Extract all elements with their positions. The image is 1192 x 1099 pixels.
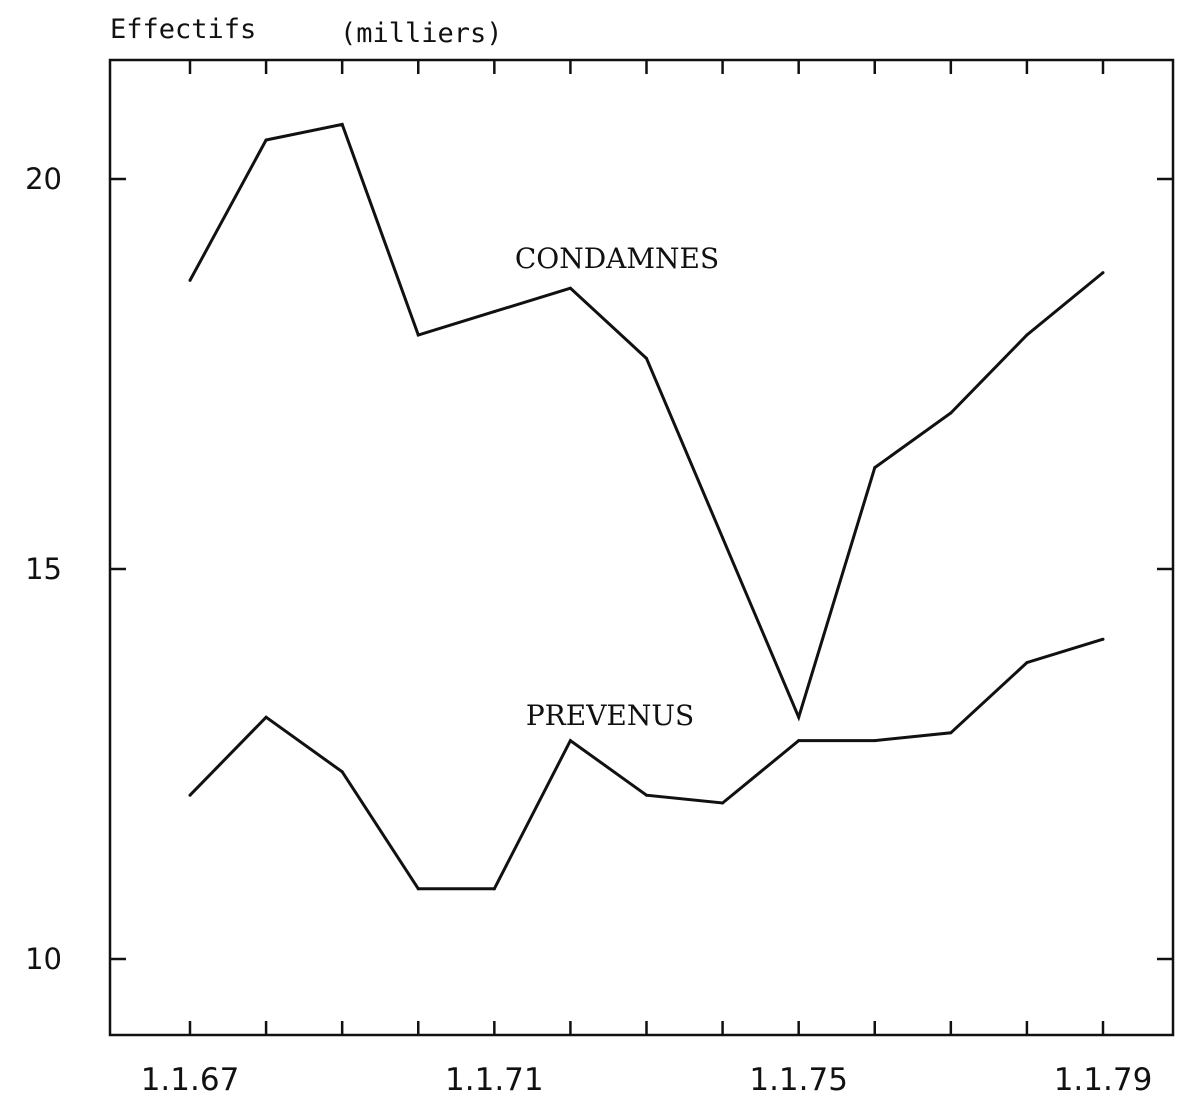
x-tick-label: 1.1.79	[1054, 1062, 1153, 1098]
data-point	[645, 356, 648, 360]
data-point	[949, 411, 953, 415]
data-point	[873, 739, 877, 743]
plot-frame	[108, 58, 1175, 1037]
data-point	[264, 715, 268, 719]
data-point	[188, 278, 192, 282]
x-tick-label: 1.1.75	[749, 1062, 848, 1098]
data-point	[416, 887, 420, 891]
y-axis-unit-label: (milliers)	[340, 18, 503, 49]
series-label-prevenus: PREVENUS	[526, 699, 694, 732]
data-point	[797, 715, 801, 719]
data-point	[645, 793, 648, 797]
axis-ticks	[110, 60, 1173, 1035]
data-point	[264, 138, 268, 142]
x-tick-label: 1.1.67	[141, 1062, 240, 1098]
series-line-condamnes	[188, 122, 1104, 722]
x-tick-label: 1.1.71	[445, 1062, 544, 1098]
data-point	[1101, 271, 1105, 275]
data-point	[797, 739, 801, 743]
data-point	[568, 739, 572, 743]
data-point	[949, 731, 953, 735]
y-tick-labels: 10 15 20	[25, 162, 62, 976]
series-line-prevenus	[188, 637, 1104, 891]
data-point	[721, 801, 725, 805]
series-label-condamnes: CONDAMNES	[515, 242, 719, 275]
data-point	[1025, 333, 1029, 337]
data-point	[1025, 661, 1029, 665]
y-tick-label: 20	[25, 162, 62, 196]
data-point	[340, 122, 344, 126]
series-labels: CONDAMNES PREVENUS	[515, 242, 719, 732]
data-point	[721, 536, 725, 540]
data-point	[416, 333, 420, 337]
y-tick-label: 15	[25, 552, 62, 586]
data-point	[492, 887, 496, 891]
data-point	[188, 793, 192, 797]
data-point	[568, 286, 572, 290]
data-point	[1101, 637, 1105, 641]
y-axis-label: Effectifs	[110, 14, 256, 45]
data-point	[873, 466, 877, 470]
y-tick-label: 10	[25, 942, 62, 976]
data-point	[340, 770, 344, 774]
data-point	[492, 310, 496, 314]
x-tick-labels: 1.1.67 1.1.71 1.1.75 1.1.79	[141, 1062, 1153, 1098]
series-group	[188, 122, 1105, 891]
